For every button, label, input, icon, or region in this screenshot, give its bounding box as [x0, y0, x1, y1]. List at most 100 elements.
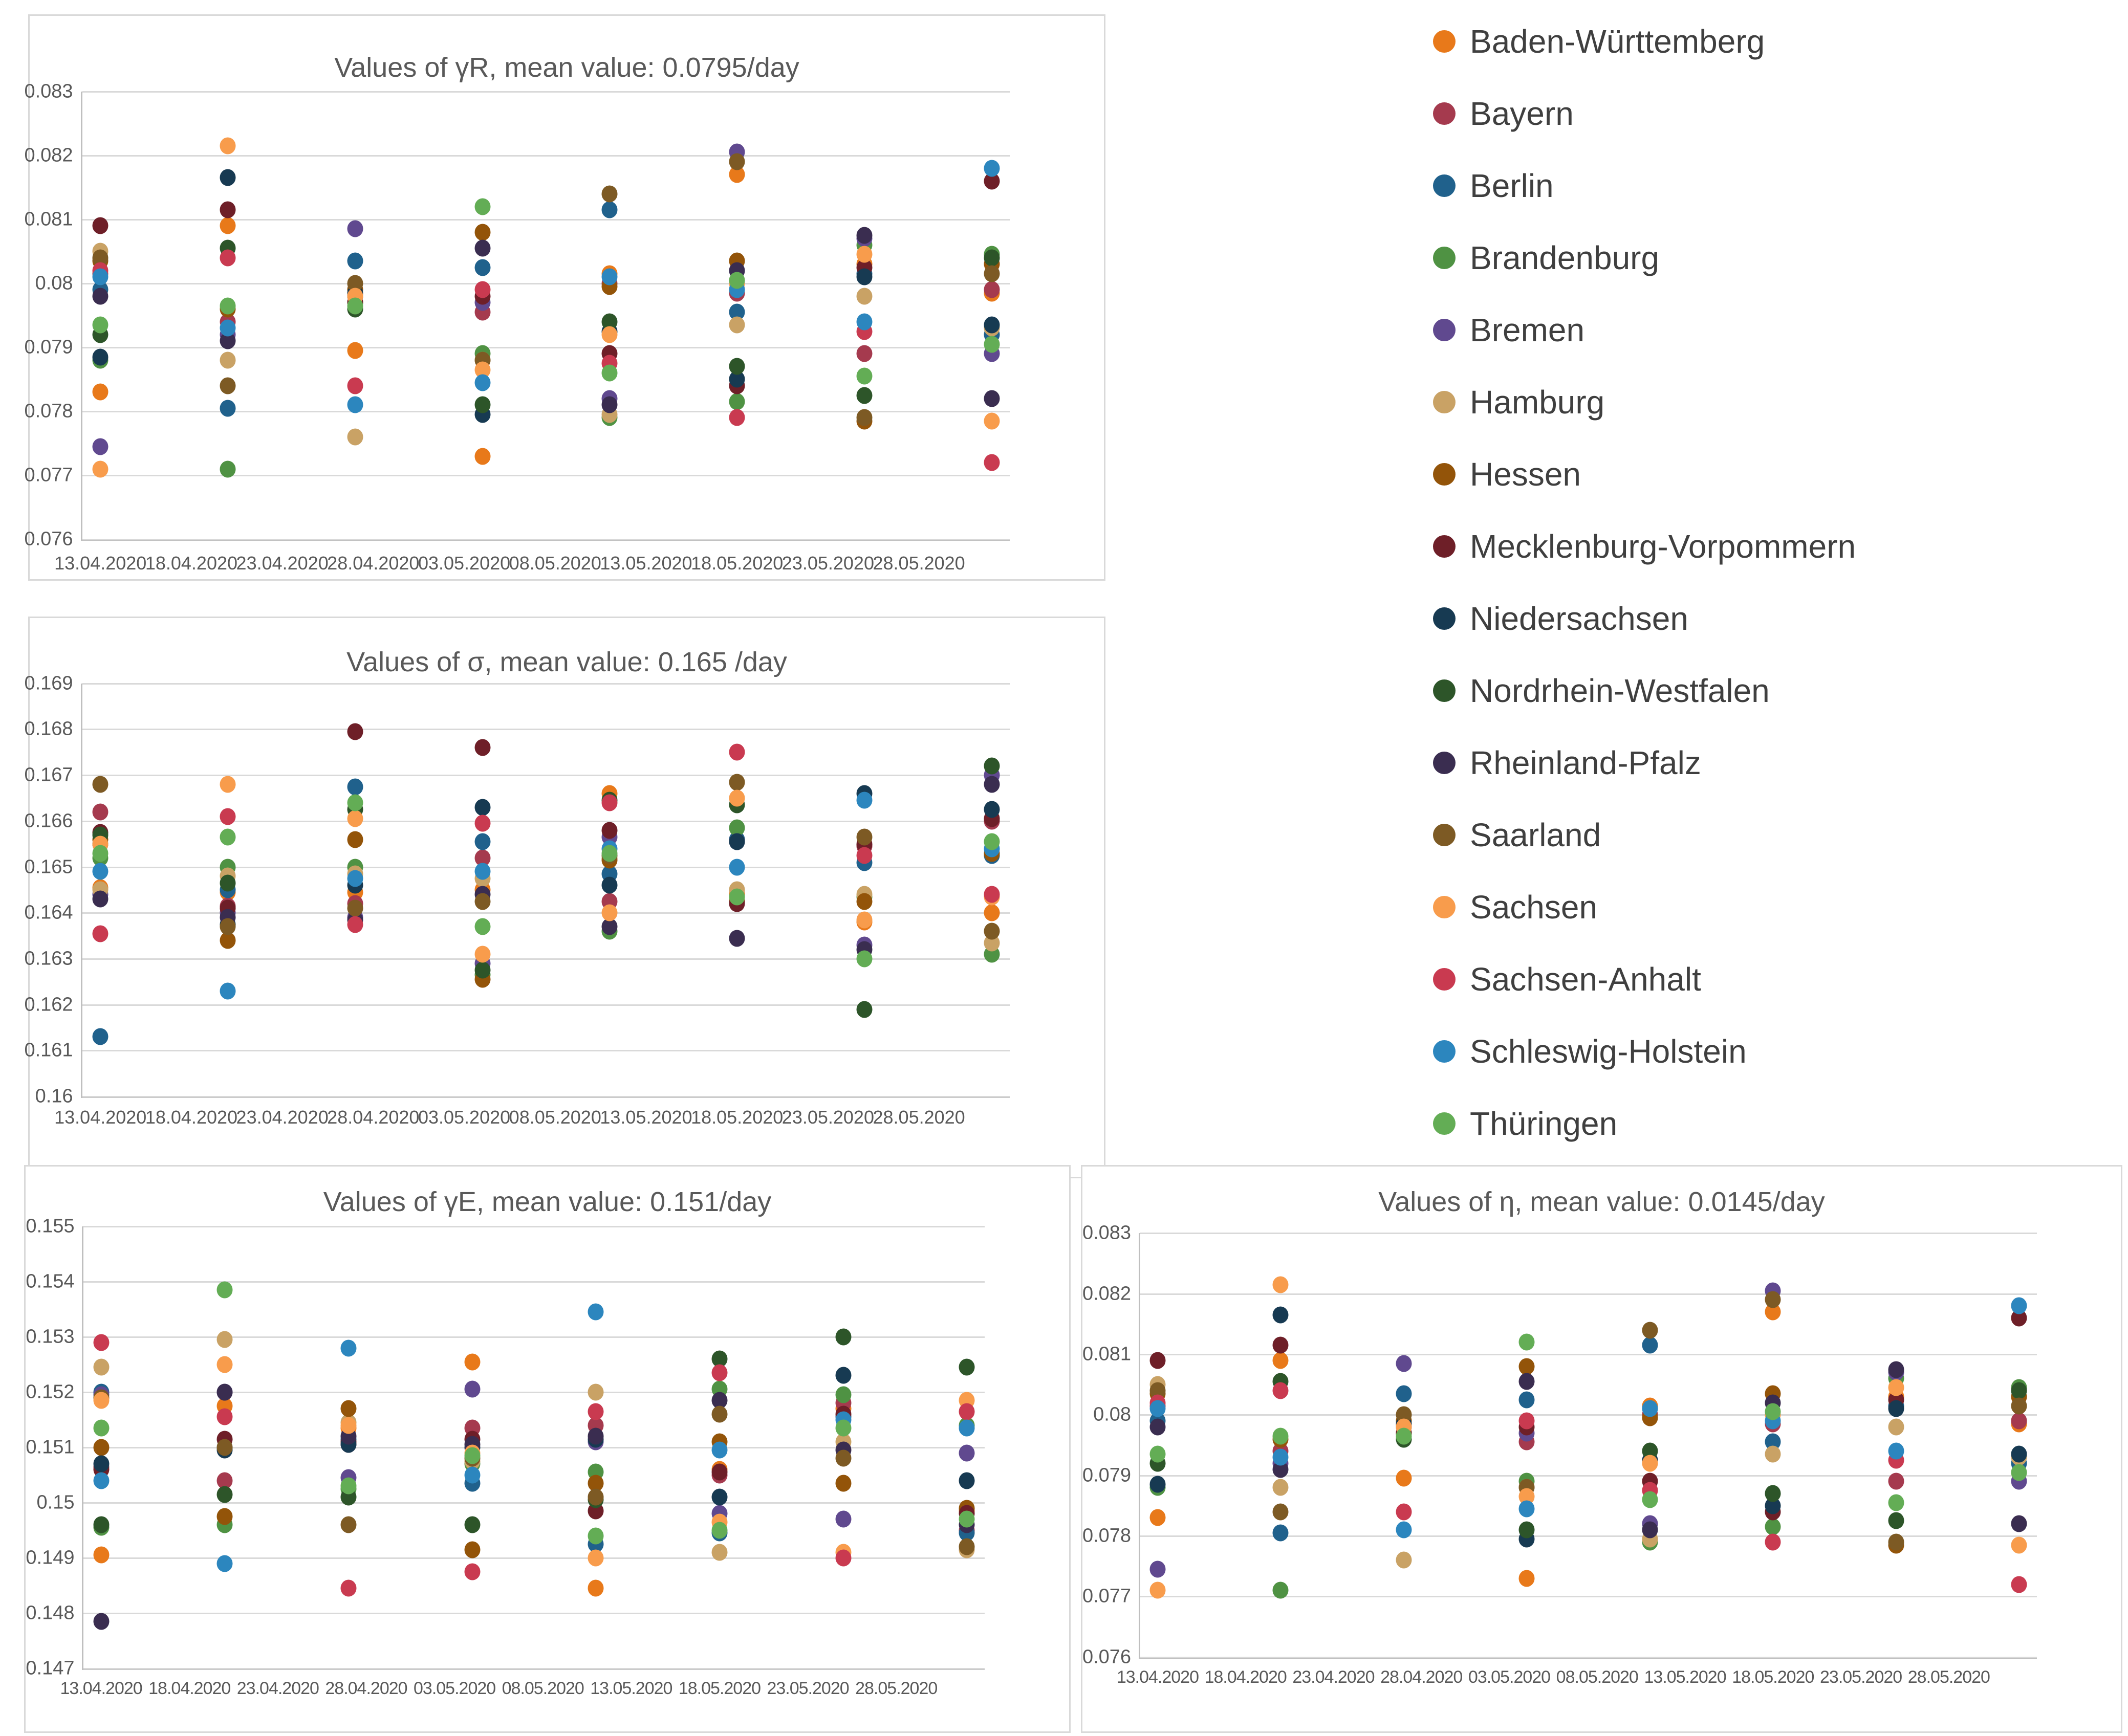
y-axis-tick-label: 0.077 [24, 464, 73, 486]
data-point [340, 1339, 357, 1356]
gridline [82, 218, 1010, 221]
data-point [601, 201, 618, 218]
data-point [835, 1510, 852, 1528]
data-point [216, 1281, 233, 1299]
data-point [2011, 1412, 2027, 1430]
data-point [1396, 1355, 1412, 1372]
chart-gammaR-title: Values of γR, mean value: 0.0795/day [334, 52, 799, 83]
data-point [729, 153, 745, 170]
data-point [464, 1380, 481, 1398]
data-point [1518, 1333, 1535, 1351]
data-point [220, 400, 236, 417]
data-point [220, 169, 236, 186]
data-point [2011, 1576, 2027, 1593]
data-point [1272, 1306, 1289, 1324]
data-point [856, 367, 873, 385]
gridline [1140, 1596, 2037, 1598]
x-axis-tick-label: 18.05.2020 [691, 553, 784, 574]
chart-gammaR: Values of γR, mean value: 0.0795/day 0.0… [24, 14, 1105, 581]
y-axis-tick-label: 0.162 [24, 994, 73, 1016]
data-point [856, 227, 873, 244]
data-point [1888, 1361, 1904, 1378]
x-axis-tick-label: 23.04.2020 [236, 553, 329, 574]
gridline [83, 1667, 985, 1669]
x-axis-tick-label: 28.05.2020 [873, 553, 965, 574]
gridline [1140, 1414, 2037, 1416]
y-axis-tick-label: 0.076 [24, 528, 73, 550]
data-point [2011, 1397, 2027, 1414]
data-point [1149, 1352, 1166, 1369]
y-axis-tick-label: 0.083 [1082, 1222, 1132, 1244]
legend-swatch-icon [1433, 102, 1456, 125]
data-point [2011, 1536, 2027, 1554]
data-point [474, 946, 491, 963]
x-axis-tick-label: 23.05.2020 [767, 1678, 849, 1698]
data-point [729, 272, 745, 289]
x-axis-tick-label: 13.04.2020 [54, 553, 147, 574]
legend-item: Hamburg [1433, 366, 2119, 438]
data-point [347, 870, 363, 887]
data-point [984, 801, 1000, 818]
data-point [984, 904, 1000, 921]
data-point [601, 268, 618, 285]
legend-swatch-icon [1433, 1112, 1456, 1135]
legend-label: Nordrhein-Westfalen [1470, 672, 1770, 709]
data-point [2011, 1515, 2027, 1532]
data-point [220, 297, 236, 315]
y-axis-tick-label: 0.081 [1082, 1343, 1132, 1365]
data-point [1396, 1469, 1412, 1487]
data-point [984, 922, 1000, 940]
gridline [83, 1612, 985, 1614]
data-point [220, 319, 236, 337]
y-axis-tick-label: 0.076 [1082, 1646, 1132, 1668]
chart-gammaE-title: Values of γE, mean value: 0.151/day [323, 1186, 772, 1217]
legend-item: Sachsen [1433, 871, 2119, 943]
data-point [835, 1449, 852, 1467]
data-point [835, 1386, 852, 1403]
data-point [216, 1486, 233, 1503]
y-axis-tick-label: 0.153 [26, 1326, 75, 1348]
x-axis-tick-label: 18.05.2020 [691, 1107, 784, 1128]
data-point [601, 845, 618, 862]
data-point [856, 792, 873, 809]
data-point [474, 739, 491, 756]
data-point [1888, 1494, 1904, 1511]
data-point [1765, 1445, 1781, 1463]
data-point [856, 893, 873, 910]
y-axis-tick-label: 0.152 [26, 1381, 75, 1403]
data-point [711, 1405, 728, 1423]
data-point [856, 950, 873, 968]
gridline [1140, 1293, 2037, 1295]
data-point [93, 1334, 110, 1351]
data-point [216, 1383, 233, 1401]
data-point [347, 723, 363, 740]
data-point [1888, 1400, 1904, 1417]
gridline [83, 1557, 985, 1559]
data-point [984, 776, 1000, 793]
data-point [1642, 1322, 1658, 1339]
data-point [835, 1367, 852, 1384]
data-point [340, 1417, 357, 1434]
data-point [347, 252, 363, 270]
data-point [835, 1549, 852, 1567]
gridline [82, 912, 1010, 914]
legend-label: Sachsen [1470, 888, 1598, 926]
y-axis-tick-label: 0.16 [35, 1085, 73, 1107]
data-point [835, 1419, 852, 1437]
legend-item: Mecklenburg-Vorpommern [1433, 510, 2119, 582]
y-axis-tick-label: 0.15 [36, 1491, 75, 1513]
data-point [92, 348, 108, 366]
x-axis-tick-label: 03.05.2020 [414, 1678, 496, 1698]
data-point [1396, 1427, 1412, 1445]
x-axis-tick-label: 28.04.2020 [327, 1107, 420, 1128]
gridline [82, 958, 1010, 960]
x-axis-tick-label: 13.05.2020 [1644, 1667, 1726, 1687]
data-point [216, 1555, 233, 1572]
data-point [1272, 1382, 1289, 1399]
x-axis-tick-label: 23.04.2020 [236, 1107, 329, 1128]
gridline [83, 1502, 985, 1504]
data-point [1272, 1336, 1289, 1354]
gridline [1140, 1353, 2037, 1355]
y-axis-tick-label: 0.166 [24, 810, 73, 832]
y-axis-tick-label: 0.164 [24, 902, 73, 924]
